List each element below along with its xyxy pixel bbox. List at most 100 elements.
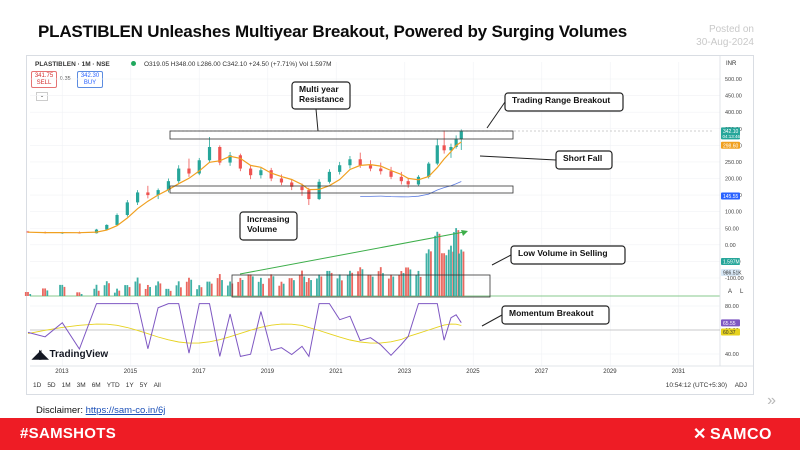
volume-bar: [169, 290, 172, 296]
chart-bottom-bar: 1D 5D 1M 3M 6M YTD 1Y 5Y All 10:54:12 (UTC+5:30)…: [27, 380, 753, 393]
volume-bar: [146, 284, 149, 296]
price-tick-label: 100.00: [725, 210, 742, 216]
candle-body: [259, 170, 263, 176]
disclaimer-label: Disclaimer:: [36, 405, 83, 416]
volume-callout-text: Increasing: [247, 214, 290, 224]
volume-bar: [303, 276, 306, 296]
candle-body: [435, 145, 439, 164]
volume-bar: [268, 278, 270, 296]
volume-bar: [293, 280, 295, 296]
auto-scale-button: A: [728, 289, 732, 295]
volume-tag-bg: [721, 258, 740, 265]
range-button-all[interactable]: All: [153, 382, 161, 389]
volume-bar: [280, 281, 283, 296]
candle-body: [327, 171, 331, 182]
volume-bar: [103, 285, 106, 296]
volume-bar: [241, 279, 244, 296]
shortfall-callout: Short Fall: [479, 150, 613, 170]
volume-bar: [29, 294, 32, 296]
candle-body: [105, 224, 109, 230]
volume-bar: [282, 283, 285, 296]
volume-bar: [320, 276, 323, 296]
volume-bar: [430, 251, 432, 296]
footer-brand: ✕ SAMCO: [693, 424, 772, 444]
volume-bar: [402, 273, 405, 296]
price-candles: [26, 129, 463, 234]
candle-body: [358, 159, 362, 166]
range-button-1d[interactable]: 1D: [33, 382, 42, 389]
last-price-tag-bg: [721, 127, 740, 140]
price-tick-label: 250.00: [725, 160, 742, 166]
collapse-chevron-icon[interactable]: ⌄: [36, 92, 48, 101]
volume-bar: [76, 292, 79, 296]
range-button-1y[interactable]: 1Y: [125, 382, 134, 389]
volume-bar: [336, 278, 339, 296]
volume-bar: [46, 290, 49, 296]
volume-bar: [108, 283, 110, 296]
shortfall-callout-pointer: [479, 155, 557, 161]
price-tick-label: 450.00: [725, 94, 742, 100]
volume-bar: [97, 290, 100, 296]
buy-button[interactable]: 342.30 BUY: [77, 71, 103, 88]
footer-brand-text: SAMCO: [709, 426, 772, 443]
range-button-6m[interactable]: 6M: [91, 382, 101, 389]
volume-bar: [198, 285, 201, 296]
last-price-tag: 342.10: [723, 129, 739, 135]
volume-bar: [316, 278, 318, 296]
volume-bar: [59, 284, 61, 296]
volume-bar: [116, 288, 118, 296]
volume-bar: [409, 269, 412, 296]
volume-bar: [128, 287, 131, 296]
volume-bar: [447, 249, 450, 296]
currency-label[interactable]: INR: [726, 61, 737, 67]
sell-button[interactable]: 341.75 SELL: [31, 71, 57, 88]
candle-body: [218, 146, 222, 163]
range-button-5d[interactable]: 5D: [47, 382, 56, 389]
candle-body: [166, 181, 171, 191]
symbol-label[interactable]: PLASTIBLEN · 1M · NSE: [35, 61, 110, 68]
volume-bar: [180, 287, 182, 296]
price-tick-label: 400.00: [725, 110, 742, 116]
resistance-callout-pointer: [315, 108, 319, 132]
volume-callout-text: Volume: [247, 224, 277, 234]
candle-body: [338, 165, 342, 172]
volume-bar: [257, 281, 260, 296]
candle-body: [449, 146, 453, 151]
volume-bar: [390, 274, 392, 296]
adjust-button[interactable]: ADJ: [734, 382, 747, 389]
chart-grid: [30, 56, 753, 367]
range-button-ytd[interactable]: YTD: [106, 382, 120, 389]
time-tick-label: 2029: [603, 369, 617, 375]
volume-bar: [328, 270, 331, 296]
volume-bar: [136, 277, 139, 296]
footer-hashtag: #SAMSHOTS: [20, 425, 117, 442]
market-open-dot-icon: [131, 61, 136, 66]
volume-bar: [237, 281, 240, 296]
volume-bar: [407, 267, 410, 296]
candle-body: [136, 192, 140, 203]
volume-bar: [247, 274, 250, 296]
range-button-3m[interactable]: 3M: [76, 382, 86, 389]
range-button-1m[interactable]: 1M: [61, 382, 71, 389]
price-axis: 500.00450.00400.00350.00300.00250.00200.…: [721, 77, 744, 295]
volume-bar: [270, 274, 273, 296]
breakout-callout-text: Trading Range Breakout: [512, 95, 610, 105]
volume-bar: [95, 284, 98, 296]
disclaimer-link[interactable]: https://sam-co.in/6j: [85, 405, 166, 416]
volume-bar: [251, 276, 254, 296]
time-tick-label: 2017: [192, 369, 206, 375]
volume-bar: [392, 276, 395, 296]
volume-bar: [307, 278, 310, 296]
volume-bar: [42, 288, 44, 296]
range-button-5y[interactable]: 5Y: [139, 382, 148, 389]
resistance-callout-box: [291, 81, 351, 110]
footer-banner: #SAMSHOTS ✕ SAMCO: [0, 418, 800, 450]
ma-price-tag: 298.60: [723, 143, 739, 149]
volume-bar: [367, 274, 370, 296]
volume-bar: [118, 290, 121, 296]
candle-body: [94, 229, 99, 234]
double-chevron-right-icon[interactable]: »: [767, 392, 776, 409]
volume-bar: [359, 267, 362, 296]
